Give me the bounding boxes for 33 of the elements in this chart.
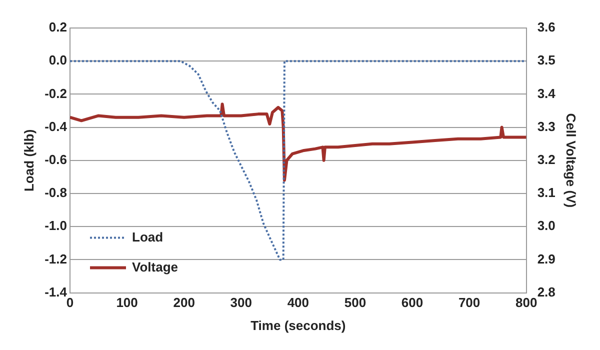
y2-tick-label: 3.1 [537, 185, 556, 200]
y2-tick-label: 2.8 [537, 284, 556, 300]
y-tick-label: -0.6 [44, 152, 67, 167]
y-tick-label: 0.2 [48, 20, 67, 35]
y-tick-label: 0.0 [48, 52, 67, 68]
x-tick-label: 300 [230, 295, 252, 310]
x-tick-label: 700 [458, 295, 480, 310]
y-tick-label: -1.4 [44, 284, 68, 300]
line-series [70, 60, 526, 261]
y2-tick-label: 3.2 [537, 152, 556, 167]
x-tick-label: 400 [287, 295, 310, 310]
legend-label: Load [132, 229, 164, 244]
x-tick-label: 600 [401, 295, 424, 310]
y2-tick-label: 3.0 [537, 218, 556, 234]
y2-tick-label: 3.5 [537, 52, 556, 68]
y-tick-label: -1.0 [44, 218, 67, 234]
x-tick-label: 0 [66, 295, 74, 310]
y2-axis-title: Cell Voltage (V) [564, 113, 579, 208]
y-axis-title: Load (klb) [21, 129, 36, 192]
legend-label: Voltage [132, 259, 178, 274]
x-axis-title: Time (seconds) [250, 318, 346, 333]
y2-tick-label: 3.3 [537, 118, 556, 134]
x-tick-label: 200 [173, 295, 195, 310]
y-tick-label: -0.8 [44, 185, 67, 200]
y-tick-label: -0.4 [44, 118, 68, 134]
y2-tick-label: 2.9 [537, 251, 556, 266]
y2-tick-label: 3.4 [537, 86, 556, 101]
y-tick-label: -0.2 [44, 86, 67, 101]
y-tick-label: -1.2 [44, 251, 67, 266]
x-tick-label: 800 [515, 295, 538, 310]
x-tick-label: 100 [116, 295, 138, 310]
x-tick-label: 500 [344, 295, 366, 310]
y2-tick-label: 3.6 [537, 20, 556, 35]
